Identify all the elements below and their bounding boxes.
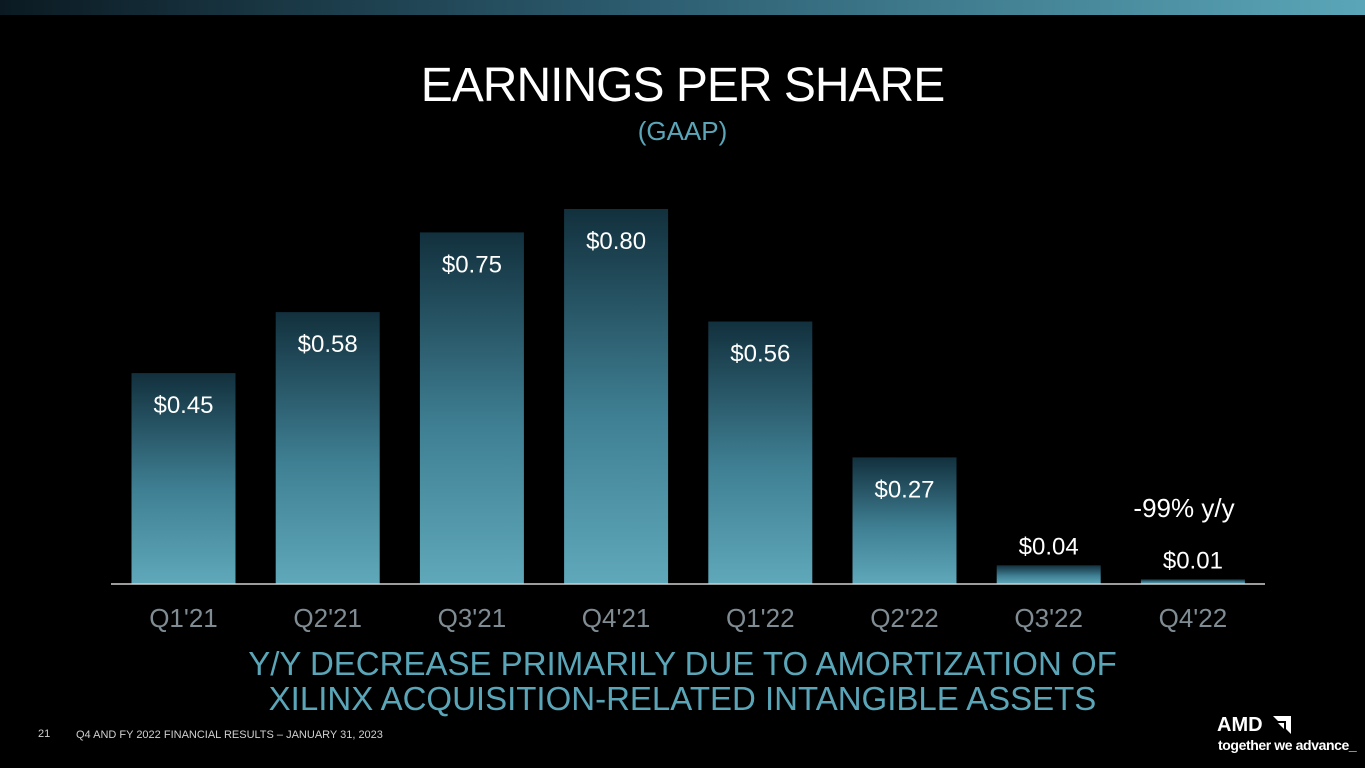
footnote-line-1: Y/Y DECREASE PRIMARILY DUE TO AMORTIZATI… xyxy=(248,645,1117,682)
x-tick-label: Q4'22 xyxy=(1159,603,1228,633)
footer-text: Q4 AND FY 2022 FINANCIAL RESULTS – JANUA… xyxy=(76,729,383,741)
bar-7 xyxy=(1140,579,1245,584)
bar-6 xyxy=(996,565,1101,585)
chart-subtitle: (GAAP) xyxy=(637,116,728,146)
bar-value-label: $0.75 xyxy=(442,251,502,278)
bar-1 xyxy=(275,312,380,584)
page-number: 21 xyxy=(38,728,51,740)
bar-4 xyxy=(708,321,813,584)
logo-tagline: together we advance_ xyxy=(1218,737,1357,753)
yoy-annotation: -99% y/y xyxy=(1133,493,1234,523)
logo-wordmark: AMD xyxy=(1217,714,1263,736)
bar-value-label: $0.27 xyxy=(874,476,934,503)
bar-value-label: $0.56 xyxy=(730,341,790,368)
x-tick-label: Q2'22 xyxy=(870,603,939,633)
bar-0 xyxy=(131,373,236,584)
bar-value-label: $0.58 xyxy=(298,331,358,358)
x-tick-label: Q3'22 xyxy=(1014,603,1083,633)
top-accent-band xyxy=(0,0,1365,15)
bar-value-label: $0.01 xyxy=(1163,547,1223,574)
chart-title: EARNINGS PER SHARE xyxy=(420,59,945,112)
footnote: Y/Y DECREASE PRIMARILY DUE TO AMORTIZATI… xyxy=(0,646,1365,716)
x-tick-label: Q4'21 xyxy=(582,603,651,633)
bar-value-label: $0.80 xyxy=(586,228,646,255)
footnote-line-2: XILINX ACQUISITION-RELATED INTANGIBLE AS… xyxy=(268,680,1097,717)
x-tick-label: Q1'21 xyxy=(149,603,218,633)
x-tick-label: Q1'22 xyxy=(726,603,795,633)
bar-5 xyxy=(852,457,957,584)
bar-3 xyxy=(564,209,669,584)
bar-value-label: $0.04 xyxy=(1019,533,1079,560)
amd-arrow-icon xyxy=(1273,716,1291,734)
bar-chart: $0.45 Q1'21 $0.58 Q2'21 $0.75 Q3'21 $0.80 Q4'21… xyxy=(111,209,1265,633)
x-tick-label: Q3'21 xyxy=(438,603,507,633)
bar-2 xyxy=(419,232,524,584)
x-tick-label: Q2'21 xyxy=(293,603,362,633)
bar-value-label: $0.45 xyxy=(153,392,213,419)
amd-logo: AMD together we advance_ xyxy=(1217,714,1357,758)
